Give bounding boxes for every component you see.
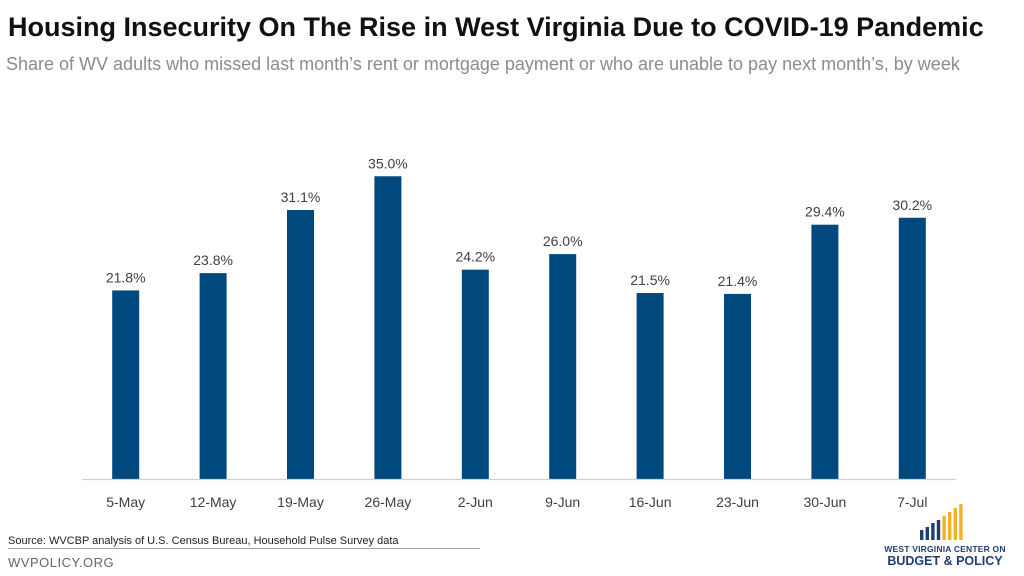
bar-7-Jul bbox=[898, 217, 926, 479]
logo-text-line1: WEST VIRGINIA CENTER ON bbox=[884, 544, 1006, 554]
bar-23-Jun bbox=[724, 293, 751, 479]
data-label-26-May: 35.0% bbox=[368, 155, 408, 171]
data-labels-layer: 21.8% 23.8% 31.1% 35.0% 24.2% 26.0% 21.5% 21.4%… bbox=[106, 155, 932, 289]
data-label-9-Jun: 26.0% bbox=[543, 233, 583, 249]
logo-bar-4 bbox=[936, 520, 941, 540]
x-tick-label-9-Jun: 9-Jun bbox=[545, 494, 580, 510]
bar-5-May bbox=[112, 290, 140, 479]
x-tick-label-30-Jun: 30-Jun bbox=[803, 494, 846, 510]
x-tick-label-19-May: 19-May bbox=[277, 494, 324, 510]
chart-title: Housing Insecurity On The Rise in West V… bbox=[8, 12, 984, 42]
chart-subtitle: Share of WV adults who missed last month… bbox=[6, 54, 960, 74]
data-label-12-May: 23.8% bbox=[193, 252, 233, 268]
data-label-16-Jun: 21.5% bbox=[630, 272, 670, 288]
data-label-30-Jun: 29.4% bbox=[805, 204, 845, 220]
data-label-23-Jun: 21.4% bbox=[718, 273, 758, 289]
x-tick-label-16-Jun: 16-Jun bbox=[629, 494, 672, 510]
source-divider bbox=[8, 548, 480, 549]
logo-text-line2: BUDGET & POLICY bbox=[887, 554, 1003, 568]
bars-layer bbox=[112, 176, 926, 480]
data-label-5-May: 21.8% bbox=[106, 269, 146, 285]
logo-bar-7 bbox=[953, 508, 957, 540]
logo-bar-5 bbox=[942, 516, 946, 540]
bar-19-May bbox=[287, 209, 314, 480]
footer-url: WVPOLICY.ORG bbox=[8, 555, 115, 570]
source-note: Source: WVCBP analysis of U.S. Census Bu… bbox=[8, 535, 399, 547]
x-tick-label-7-Jul: 7-Jul bbox=[897, 494, 927, 510]
bar-16-Jun bbox=[636, 293, 664, 479]
wvcbp-logo: WEST VIRGINIA CENTER ON BUDGET & POLICY bbox=[870, 500, 1020, 572]
data-label-2-Jun: 24.2% bbox=[455, 249, 495, 265]
logo-bar-2 bbox=[925, 527, 929, 540]
logo-bar-6 bbox=[948, 512, 952, 540]
x-tick-labels-layer: 5-May 12-May 19-May 26-May 2-Jun 9-Jun 16-Jun 2… bbox=[106, 494, 927, 510]
bar-12-May bbox=[199, 273, 227, 479]
bar-30-Jun bbox=[811, 224, 839, 479]
logo-bars-icon bbox=[920, 504, 963, 540]
x-tick-label-2-Jun: 2-Jun bbox=[458, 494, 493, 510]
x-tick-label-26-May: 26-May bbox=[365, 494, 412, 510]
logo-bar-8 bbox=[959, 504, 963, 540]
bar-9-Jun bbox=[549, 254, 577, 479]
data-label-7-Jul: 30.2% bbox=[892, 197, 932, 213]
data-label-19-May: 31.1% bbox=[281, 189, 321, 205]
bar-26-May bbox=[374, 176, 402, 479]
logo-bar-3 bbox=[931, 523, 935, 540]
x-tick-label-23-Jun: 23-Jun bbox=[716, 494, 759, 510]
bar-2-Jun bbox=[461, 269, 489, 479]
x-tick-label-12-May: 12-May bbox=[190, 494, 237, 510]
x-tick-label-5-May: 5-May bbox=[106, 494, 145, 510]
logo-bar-1 bbox=[920, 530, 924, 540]
